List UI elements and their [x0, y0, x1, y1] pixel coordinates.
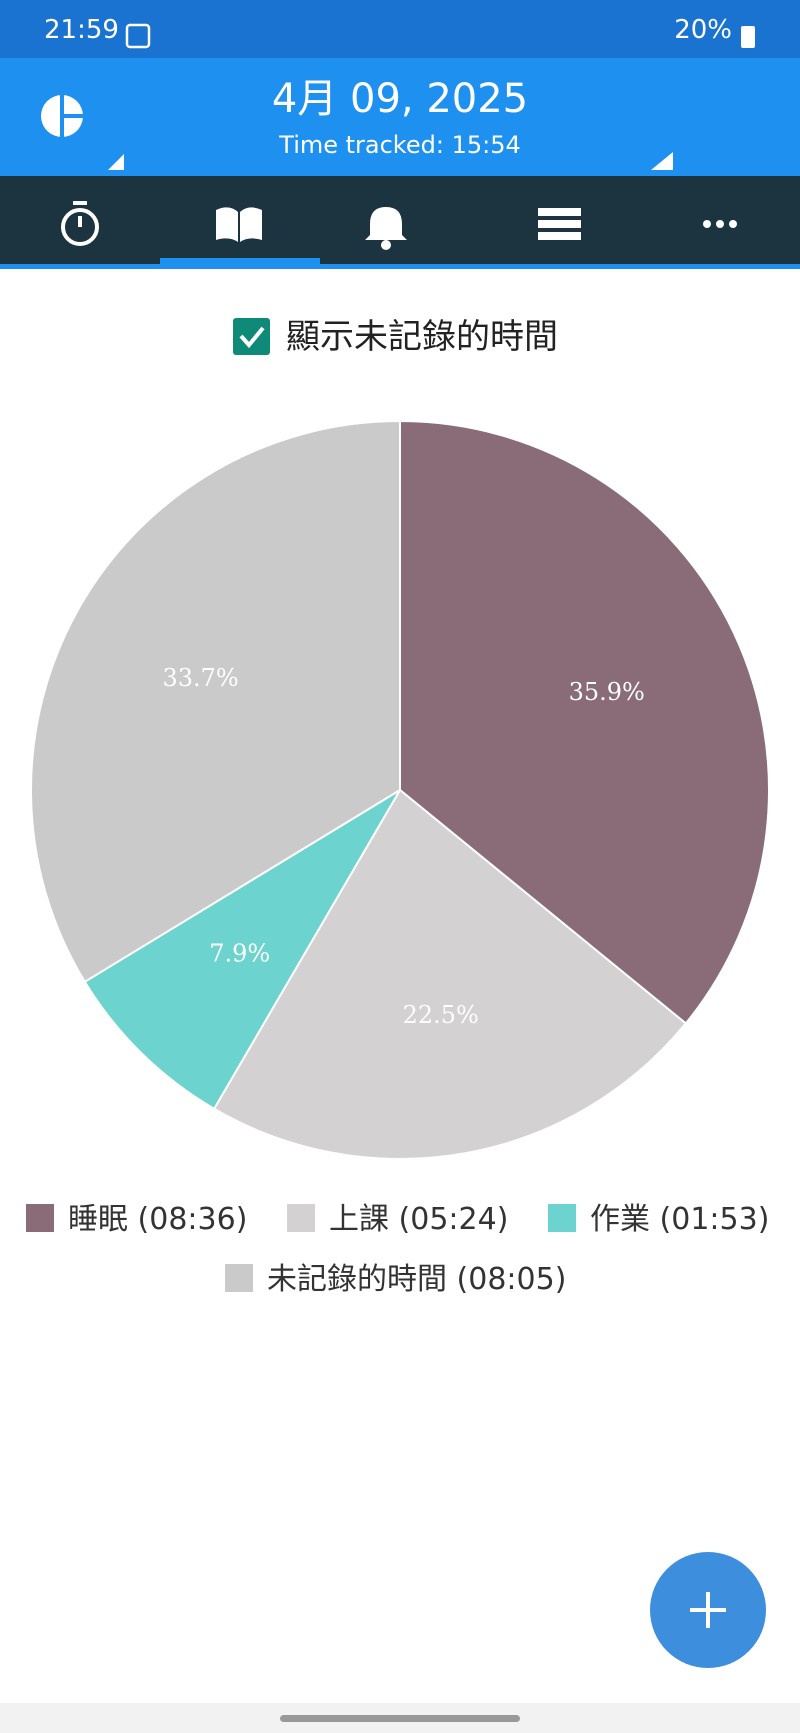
legend: 睡眠 (08:36) 上課 (05:24) 作業 (01:53) 未記錄的時間 (08… [26, 1202, 769, 1297]
legend-swatch [548, 1204, 576, 1232]
legend-swatch [287, 1204, 315, 1232]
slice-label: 22.5% [403, 1001, 479, 1029]
tab-selected-indicator [160, 258, 320, 265]
status-time: 21:59 [44, 15, 119, 45]
checkbox-check [239, 326, 265, 349]
slice-label: 7.9% [209, 939, 270, 967]
header-subtitle: Time tracked: 15:54 [278, 131, 520, 159]
tab-journal[interactable] [216, 207, 262, 242]
pie-slice [30, 419, 401, 984]
app-header [0, 58, 800, 176]
status-bar [0, 0, 800, 58]
tab-reminders[interactable] [365, 207, 407, 250]
add-button-icon [690, 1592, 726, 1628]
checkbox[interactable] [233, 318, 270, 355]
battery-icon [741, 26, 755, 48]
gallery-icon [125, 23, 151, 49]
tab-timer[interactable] [61, 201, 99, 246]
tab-list[interactable] [538, 208, 581, 240]
app-logo-mark [60, 95, 83, 137]
legend-label: 作業 (01:53) [590, 1202, 769, 1237]
legend-label: 睡眠 (08:36) [68, 1202, 247, 1237]
home-indicator[interactable] [280, 1715, 520, 1722]
legend-label: 上課 (05:24) [329, 1202, 508, 1237]
pie-slice [399, 419, 770, 1025]
header-date[interactable]: 4月 09, 2025 [272, 76, 528, 122]
checkbox-label[interactable]: 顯示未記錄的時間 [286, 317, 558, 357]
slice-label: 33.7% [162, 664, 238, 692]
tab-more[interactable] [703, 220, 737, 228]
pie-slice [83, 789, 401, 1111]
slice-label: 35.9% [569, 678, 645, 706]
pie-chart: 35.9% 22.5% 7.9% 33.7% [30, 419, 770, 1160]
legend-label: 未記錄的時間 (08:05) [267, 1262, 566, 1297]
legend-swatch [225, 1264, 253, 1292]
pie-slice [212, 788, 688, 1160]
battery-level: 20% [674, 15, 732, 45]
tab-bar-border [0, 264, 800, 269]
legend-swatch [26, 1204, 54, 1232]
